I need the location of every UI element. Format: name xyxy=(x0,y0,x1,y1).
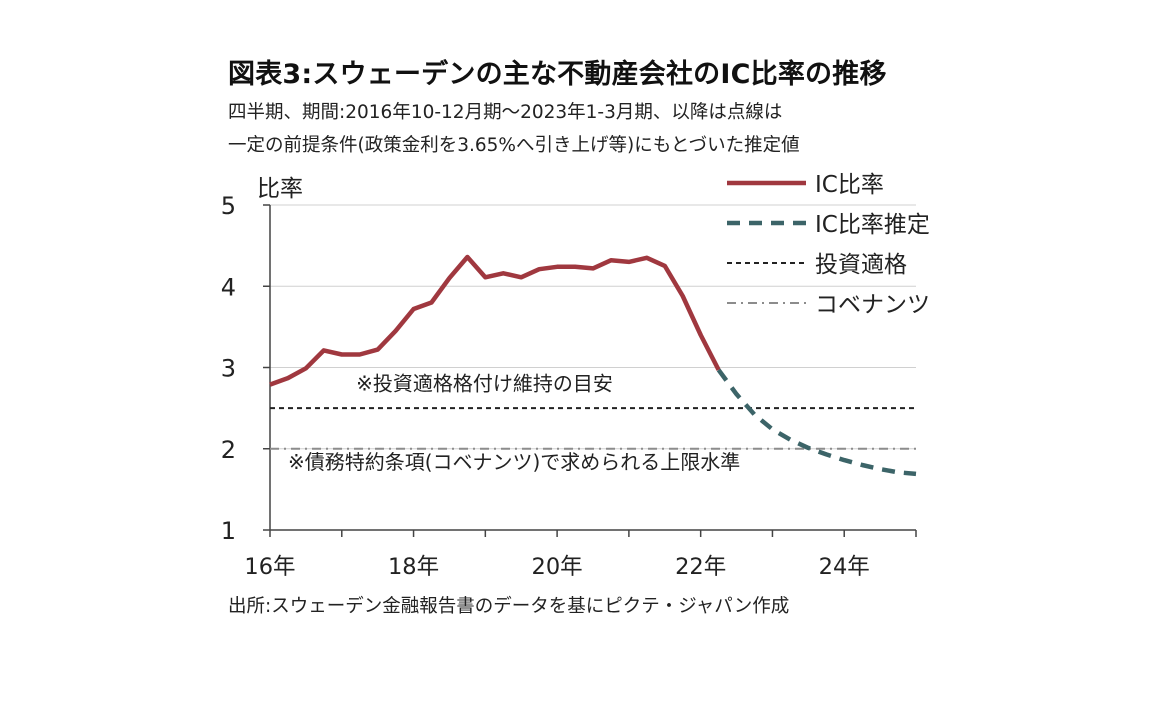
legend-ic-ratio-estimate-label: IC比率推定 xyxy=(815,212,930,238)
chart-title: 図表3:スウェーデンの主な不動産会社のIC比率の推移 xyxy=(228,59,887,90)
annotation-covenant: ※債務特約条項(コベナンツ)で求められる上限水準 xyxy=(288,450,740,474)
series-ic-ratio-estimate-line xyxy=(716,368,917,477)
series-ic-ratio-line xyxy=(269,254,721,387)
legend-ic-ratio-label: IC比率 xyxy=(815,172,884,198)
chart-subtitle-line1: 四半期、期間:2016年10-12月期〜2023年1-3月期、以降は点線は xyxy=(228,102,783,123)
x-tick-label: 16年 xyxy=(244,554,295,580)
x-tick-label: 18年 xyxy=(388,554,439,580)
x-tick-label: 20年 xyxy=(532,554,583,580)
chart-subtitle-line2: 一定の前提条件(政策金利を3.65%へ引き上げ等)にもとづいた推定値 xyxy=(228,135,800,156)
y-axis-title: 比率 xyxy=(257,176,303,202)
y-tick-label: 5 xyxy=(221,192,236,220)
y-tick-label: 4 xyxy=(221,273,236,301)
legend-covenant-label: コベナンツ xyxy=(815,292,930,318)
y-tick-label: 2 xyxy=(221,436,236,464)
legend-investment-grade-label: 投資適格 xyxy=(815,252,907,278)
chart-source: 出所:スウェーデン金融報告書のデータを基にピクテ・ジャパン作成 xyxy=(228,596,790,617)
y-tick-label: 1 xyxy=(221,517,236,545)
y-tick-label: 3 xyxy=(221,355,236,383)
annotation-investment-grade: ※投資適格格付け維持の目安 xyxy=(356,371,613,395)
x-tick-label: 24年 xyxy=(819,554,870,580)
x-tick-label: 22年 xyxy=(675,554,726,580)
